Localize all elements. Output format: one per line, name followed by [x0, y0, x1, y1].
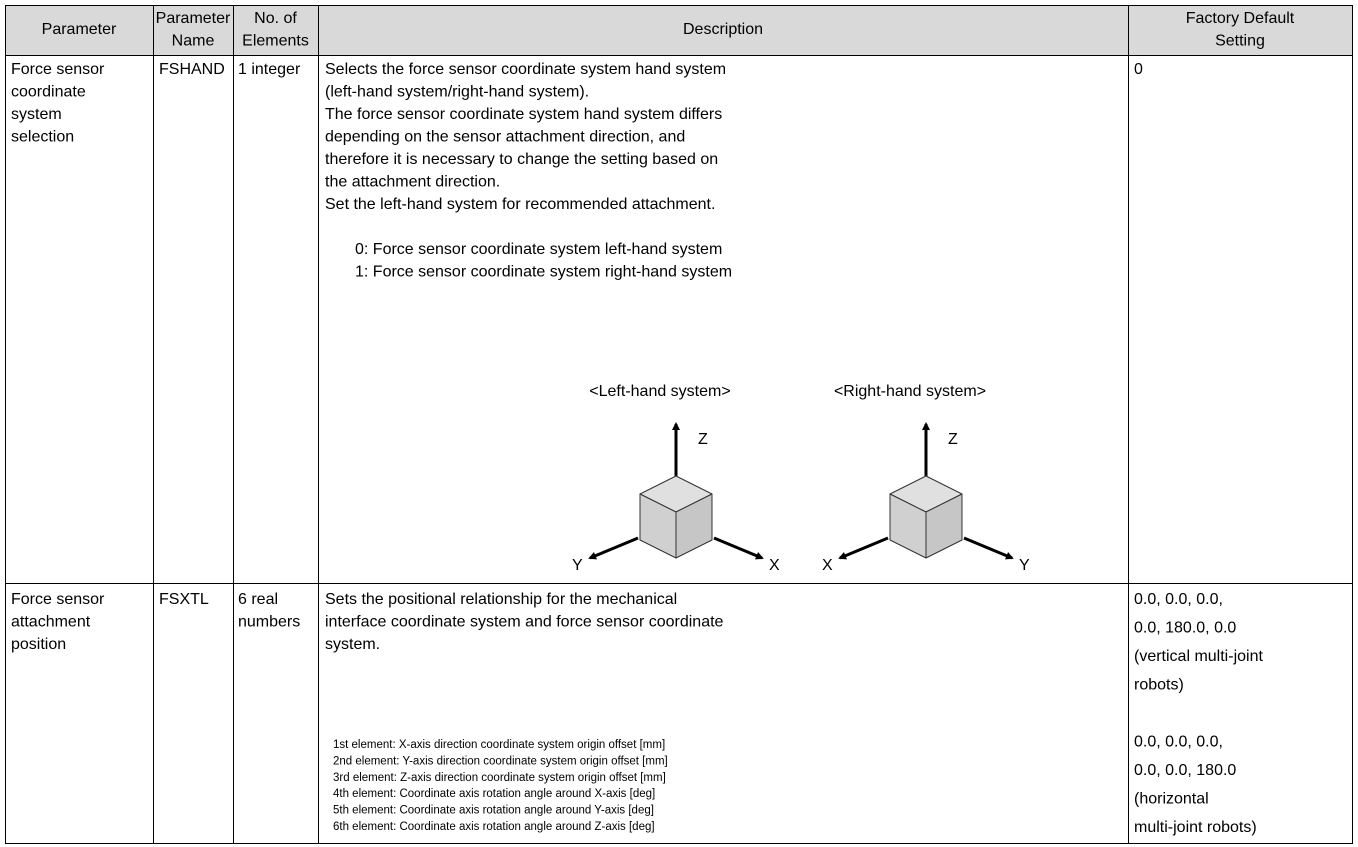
- default-value: 0.0, 0.0, 0.0,: [1134, 591, 1223, 608]
- parameter-label: attachment: [11, 614, 91, 631]
- axis-label: Z: [948, 431, 958, 448]
- default-value: 0: [1134, 61, 1143, 78]
- header-label: Setting: [1215, 33, 1265, 50]
- description-line: (left-hand system/right-hand system).: [325, 84, 589, 101]
- parameter-name: FSXTL: [159, 591, 209, 608]
- description-line: system.: [325, 636, 380, 653]
- diagram-title: <Right-hand system>: [834, 383, 986, 400]
- right-arrow: [963, 536, 1014, 560]
- description-line: The force sensor coordinate system hand …: [325, 106, 722, 123]
- description-line: interface coordinate system and force se…: [325, 614, 724, 631]
- default-value: robots): [1134, 677, 1184, 694]
- parameter-name: FSHAND: [159, 61, 225, 78]
- description-line: Sets the positional relationship for the…: [325, 591, 677, 608]
- detail-line: 3rd element: Z-axis direction coordinate…: [333, 772, 666, 784]
- axis-label: Y: [572, 557, 583, 574]
- axis-label: X: [822, 557, 833, 574]
- detail-line: 2nd element: Y-axis direction coordinate…: [333, 755, 668, 767]
- parameter-label: coordinate: [11, 84, 86, 101]
- detail-line: 6th element: Coordinate axis rotation an…: [333, 821, 655, 833]
- element-count: 1 integer: [238, 61, 301, 78]
- axis-label: Z: [698, 431, 708, 448]
- parameter-label: selection: [11, 129, 74, 146]
- axis-label: Y: [1019, 557, 1030, 574]
- header-label: Elements: [242, 33, 309, 50]
- description-line: Selects the force sensor coordinate syst…: [325, 61, 726, 78]
- element-count: numbers: [238, 614, 300, 631]
- header-label: Description: [683, 21, 763, 38]
- detail-line: 1st element: X-axis direction coordinate…: [333, 739, 665, 751]
- header-background: [5, 5, 1352, 55]
- parameter-label: system: [11, 106, 62, 123]
- detail-line: 5th element: Coordinate axis rotation an…: [333, 805, 654, 817]
- description-line: therefore it is necessary to change the …: [325, 151, 718, 168]
- header-label: Name: [172, 33, 215, 50]
- description-line: the attachment direction.: [325, 174, 500, 191]
- header-label: Parameter: [42, 21, 117, 38]
- description-line: Set the left-hand system for recommended…: [325, 196, 715, 213]
- left-arrow: [838, 536, 889, 560]
- parameter-label: position: [11, 636, 66, 653]
- header-label: No. of: [254, 10, 297, 27]
- default-value: (horizontal: [1134, 791, 1209, 808]
- header-label: Parameter: [156, 10, 231, 27]
- axis-label: X: [769, 557, 780, 574]
- element-count: 6 real: [238, 591, 278, 608]
- default-value: 0.0, 0.0, 0.0,: [1134, 734, 1223, 751]
- default-value: 0.0, 180.0, 0.0: [1134, 620, 1236, 637]
- right-arrow: [713, 536, 764, 560]
- description-line: depending on the sensor attachment direc…: [325, 129, 685, 146]
- left-arrow: [588, 536, 639, 560]
- parameter-label: Force sensor: [11, 61, 105, 78]
- diagram-title: <Left-hand system>: [589, 383, 730, 400]
- option-line: 0: Force sensor coordinate system left-h…: [355, 241, 722, 258]
- parameter-label: Force sensor: [11, 591, 105, 608]
- option-line: 1: Force sensor coordinate system right-…: [355, 264, 732, 281]
- default-value: multi-joint robots): [1134, 819, 1257, 836]
- default-value: 0.0, 0.0, 180.0: [1134, 762, 1236, 779]
- header-label: Factory Default: [1186, 10, 1295, 27]
- detail-line: 4th element: Coordinate axis rotation an…: [333, 788, 655, 800]
- cube-right: [925, 493, 963, 559]
- default-value: (vertical multi-joint: [1134, 648, 1263, 665]
- cube-right: [675, 493, 713, 559]
